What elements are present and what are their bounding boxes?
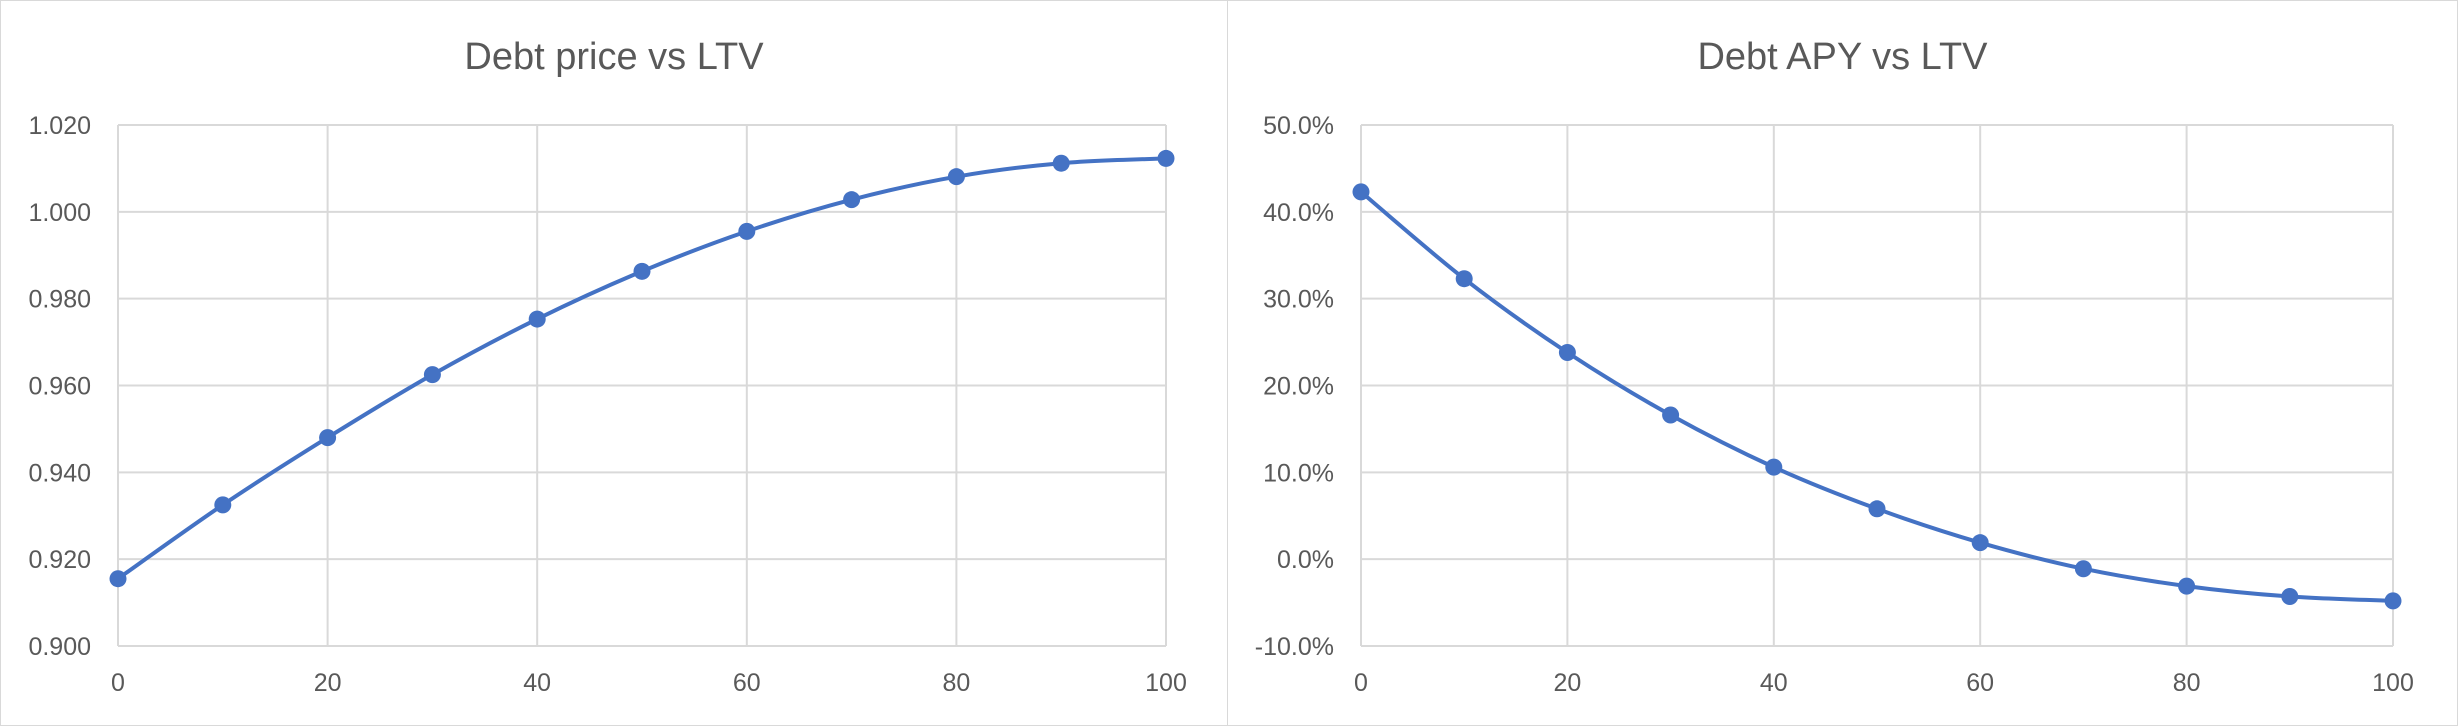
y-tick-label: 1.000 xyxy=(28,199,91,227)
data-point xyxy=(1971,534,1989,552)
data-point xyxy=(1558,344,1576,362)
debt-price-chart: Debt price vs LTV 0.900 0.920 0.940 0.960 0.9… xyxy=(28,36,1187,697)
y-tick-label: 40.0% xyxy=(1263,199,1334,227)
data-point xyxy=(738,222,756,240)
y-tick-label: 1.020 xyxy=(28,112,91,140)
data-point xyxy=(633,262,651,280)
data-point xyxy=(843,191,861,209)
data-point xyxy=(2178,577,2196,595)
debt-apy-chart: Debt APY vs LTV -10.0% 0.0% 10.0% 20.0% 30.0%… xyxy=(1255,36,2414,697)
data-point xyxy=(1868,500,1886,518)
y-tick-label: 30.0% xyxy=(1263,286,1334,314)
data-point xyxy=(2074,560,2092,578)
x-tick-label: 40 xyxy=(1760,669,1788,697)
data-point xyxy=(1765,458,1783,476)
debt-price-chart-panel: Debt price vs LTV 0.900 0.920 0.940 0.960 0.9… xyxy=(0,0,1228,726)
x-tick-label: 0 xyxy=(111,669,125,697)
data-point xyxy=(214,496,232,514)
y-tick-label: 0.920 xyxy=(28,546,91,574)
data-point xyxy=(1455,270,1473,288)
y-tick-label: 20.0% xyxy=(1263,373,1334,401)
x-tick-label: 0 xyxy=(1354,669,1368,697)
y-tick-label: 0.900 xyxy=(28,633,91,661)
data-point xyxy=(319,429,337,447)
y-tick-label: 0.960 xyxy=(28,373,91,401)
x-tick-label: 100 xyxy=(1145,669,1187,697)
data-point xyxy=(2281,588,2299,606)
data-point xyxy=(423,366,441,384)
chart-title: Debt APY vs LTV xyxy=(1697,36,1988,78)
data-point xyxy=(1662,406,1680,424)
x-tick-label: 20 xyxy=(1553,669,1581,697)
y-tick-label: -10.0% xyxy=(1255,633,1334,661)
data-point xyxy=(109,570,127,588)
x-tick-label: 20 xyxy=(314,669,342,697)
debt-apy-chart-panel: Debt APY vs LTV -10.0% 0.0% 10.0% 20.0% 30.0%… xyxy=(1227,0,2458,726)
data-point xyxy=(947,168,965,186)
data-point xyxy=(528,310,546,328)
x-tick-label: 60 xyxy=(733,669,761,697)
x-tick-label: 80 xyxy=(2173,669,2201,697)
series-line xyxy=(116,156,1168,581)
y-tick-label: 0.980 xyxy=(28,286,91,314)
y-tick-label: 10.0% xyxy=(1263,459,1334,487)
x-tick-label: 80 xyxy=(942,669,970,697)
x-tick-label: 60 xyxy=(1966,669,1994,697)
y-tick-label: 0.940 xyxy=(28,459,91,487)
data-point xyxy=(1052,154,1070,172)
y-tick-label: 50.0% xyxy=(1263,112,1334,140)
x-tick-label: 40 xyxy=(523,669,551,697)
data-point xyxy=(1157,149,1175,167)
x-tick-label: 100 xyxy=(2372,669,2414,697)
series-line xyxy=(1359,189,2395,603)
data-point xyxy=(2384,592,2402,610)
data-point xyxy=(1352,183,1370,201)
chart-title: Debt price vs LTV xyxy=(464,36,764,78)
y-tick-label: 0.0% xyxy=(1277,546,1334,574)
